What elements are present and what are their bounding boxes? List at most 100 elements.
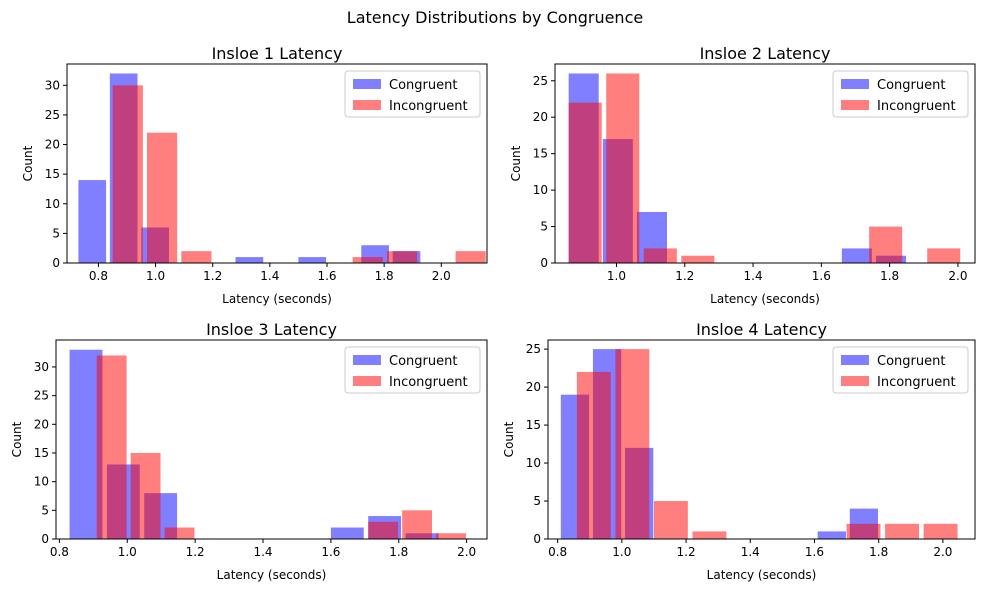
- bar-incongruent-8: [885, 523, 920, 539]
- y-tick-label: 10: [533, 183, 548, 197]
- x-tick-label: 1.6: [321, 545, 340, 559]
- y-tick-label: 0: [52, 256, 60, 270]
- legend: Congruent Incongruent: [344, 70, 481, 118]
- bar-incongruent-8: [368, 521, 399, 539]
- x-tick-label: 1.2: [203, 269, 222, 283]
- y-axis-label: Count: [21, 145, 35, 181]
- bar-incongruent-0: [96, 355, 127, 539]
- y-tick-label: 5: [41, 503, 49, 517]
- subplot-title: Insloe 1 Latency: [212, 44, 343, 63]
- y-tick-label: 25: [34, 389, 49, 403]
- legend-swatch-congruent: [841, 79, 869, 89]
- x-tick-label: 0.8: [50, 545, 69, 559]
- legend-swatch-congruent: [353, 79, 381, 89]
- x-tick-label: 2.0: [457, 545, 476, 559]
- x-tick-label: 2.0: [933, 545, 952, 559]
- x-tick-label: 1.2: [186, 545, 205, 559]
- y-axis-label: Count: [509, 145, 523, 181]
- x-tick-label: 1.2: [675, 269, 694, 283]
- y-tick-label: 25: [45, 108, 60, 122]
- x-tick-label: 1.6: [805, 545, 824, 559]
- legend-swatch-incongruent: [841, 376, 869, 386]
- y-tick-label: 0: [533, 532, 541, 546]
- series-incongruent: [576, 349, 958, 539]
- y-tick-label: 20: [45, 138, 60, 152]
- x-tick-label: 1.8: [869, 545, 888, 559]
- x-tick-label: 2.0: [432, 269, 451, 283]
- bar-congruent-7: [330, 527, 364, 539]
- axes-frame: [55, 339, 488, 540]
- y-tick-label: 20: [533, 110, 548, 124]
- x-axis-label: Latency (seconds): [710, 292, 820, 306]
- x-tick-label: 1.0: [607, 269, 626, 283]
- y-tick-label: 25: [526, 342, 541, 356]
- series-incongruent: [96, 355, 466, 539]
- bar-incongruent-9: [402, 510, 433, 539]
- x-tick-label: 1.2: [677, 545, 696, 559]
- bar-incongruent-2: [653, 501, 688, 539]
- legend-label-congruent: Congruent: [877, 354, 945, 369]
- bar-incongruent-2: [164, 527, 195, 539]
- series-incongruent: [112, 85, 486, 263]
- bar-incongruent-7: [352, 257, 383, 263]
- axes-frame: [554, 63, 976, 264]
- legend-swatch-incongruent: [841, 100, 869, 110]
- x-axis-label: Latency (seconds): [217, 568, 327, 582]
- bar-congruent-5: [235, 257, 264, 263]
- bar-incongruent-8: [387, 251, 418, 263]
- x-tick-label: 0.8: [89, 269, 108, 283]
- y-tick-label: 15: [533, 147, 548, 161]
- bar-incongruent-0: [568, 102, 602, 263]
- x-tick-label: 0.8: [548, 545, 567, 559]
- legend-swatch-congruent: [353, 355, 381, 365]
- x-tick-label: 1.0: [118, 545, 137, 559]
- bar-incongruent-3: [692, 531, 727, 539]
- bar-congruent-0: [78, 180, 107, 263]
- bar-incongruent-1: [615, 349, 650, 539]
- y-tick-label: 10: [526, 456, 541, 470]
- legend-swatch-congruent: [841, 355, 869, 365]
- bar-incongruent-2: [643, 248, 677, 263]
- x-tick-label: 2.0: [948, 269, 967, 283]
- x-tick-label: 1.8: [880, 269, 899, 283]
- legend: Congruent Incongruent: [344, 346, 481, 394]
- bar-incongruent-1: [130, 452, 161, 539]
- axes-frame: [66, 63, 488, 264]
- subplot-2: 1.0 1.2 1.4 1.6 1.8 2.0 0 5 10 15 20 25 Insloe 2 Lat…: [509, 44, 976, 306]
- subplot-1: 0.8 1.0 1.2 1.4 1.6 1.8 2.0 0 5 10 15 20 25 30 Insloe …: [21, 44, 488, 306]
- y-tick-label: 15: [526, 418, 541, 432]
- bar-incongruent-10: [436, 533, 466, 539]
- x-axis-label: Latency (seconds): [707, 568, 817, 582]
- y-axis-label: Count: [502, 421, 516, 457]
- legend: Congruent Incongruent: [832, 346, 969, 394]
- bar-incongruent-10: [455, 251, 486, 263]
- subplot-3: 0.8 1.0 1.2 1.4 1.6 1.8 2.0 0 5 10 15 20 25 30 Insloe …: [10, 320, 488, 582]
- y-tick-label: 25: [533, 74, 548, 88]
- x-tick-label: 1.6: [317, 269, 336, 283]
- subplot-title: Insloe 3 Latency: [206, 320, 337, 339]
- y-tick-label: 30: [45, 78, 60, 92]
- y-axis-label: Count: [10, 421, 24, 457]
- legend-label-congruent: Congruent: [389, 354, 457, 369]
- y-tick-label: 15: [34, 446, 49, 460]
- x-tick-label: 1.4: [253, 545, 272, 559]
- y-tick-label: 0: [41, 532, 49, 546]
- bar-congruent-8: [817, 531, 846, 539]
- bar-incongruent-9: [923, 523, 958, 539]
- y-tick-label: 5: [533, 494, 541, 508]
- x-axis-label: Latency (seconds): [222, 292, 332, 306]
- bar-incongruent-7: [846, 523, 881, 539]
- legend-label-incongruent: Incongruent: [389, 375, 468, 390]
- legend-label-incongruent: Incongruent: [877, 375, 956, 390]
- y-tick-label: 20: [34, 417, 49, 431]
- legend-swatch-incongruent: [353, 376, 381, 386]
- bar-incongruent-1: [147, 132, 178, 263]
- x-tick-label: 1.6: [812, 269, 831, 283]
- bar-incongruent-10: [927, 248, 961, 263]
- subplot-4: 0.8 1.0 1.2 1.4 1.6 1.8 2.0 0 5 10 15 20 25 Insloe 4 …: [502, 320, 976, 582]
- x-tick-label: 1.4: [744, 269, 763, 283]
- x-tick-label: 1.8: [375, 269, 394, 283]
- bar-incongruent-1: [606, 73, 640, 263]
- x-tick-label: 1.0: [612, 545, 631, 559]
